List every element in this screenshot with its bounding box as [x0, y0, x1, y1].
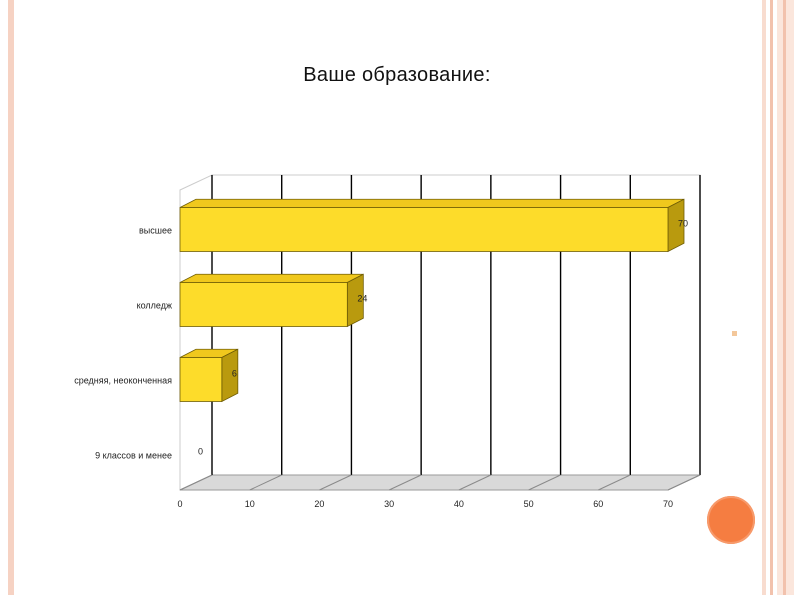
category-label: средняя, неоконченная — [74, 376, 172, 386]
floor-gridline — [528, 474, 561, 491]
data-label: 24 — [357, 294, 367, 304]
x-tick-label: 10 — [245, 499, 255, 509]
x-tick-label: 60 — [593, 499, 603, 509]
x-tick-label: 50 — [524, 499, 534, 509]
right-frame-stripe — [783, 0, 786, 595]
floor-gridline — [458, 474, 492, 491]
floor-gridline — [667, 474, 701, 491]
category-label: колледж — [137, 301, 172, 311]
bar-top — [179, 198, 685, 208]
bar — [179, 282, 348, 327]
floor — [179, 474, 701, 491]
floor-gridline — [388, 474, 422, 491]
slide-title-text: Ваше образование: — [303, 64, 491, 86]
floor-gridline — [179, 474, 213, 491]
x-tick-label: 20 — [314, 499, 324, 509]
bar — [179, 357, 223, 402]
right-frame-stripe — [770, 0, 773, 595]
slide-title: Ваше образование: — [0, 64, 794, 87]
bullet-marker — [732, 331, 737, 336]
category-label: 9 классов и менее — [95, 451, 172, 461]
data-label: 6 — [232, 369, 237, 379]
bar-top — [179, 273, 364, 283]
x-tick-label: 0 — [177, 499, 182, 509]
data-label: 70 — [678, 219, 688, 229]
floor-gridline — [598, 474, 631, 491]
x-tick-label: 70 — [663, 499, 673, 509]
x-tick-label: 30 — [384, 499, 394, 509]
right-frame-stripe — [762, 0, 766, 595]
floor-gridline — [249, 474, 282, 491]
decorative-circle — [707, 496, 755, 544]
data-label: 0 — [198, 447, 203, 457]
left-frame-stripe — [8, 0, 14, 595]
category-label: высшее — [139, 226, 172, 236]
floor-gridline — [319, 474, 352, 491]
bar — [179, 207, 669, 252]
x-tick-label: 40 — [454, 499, 464, 509]
